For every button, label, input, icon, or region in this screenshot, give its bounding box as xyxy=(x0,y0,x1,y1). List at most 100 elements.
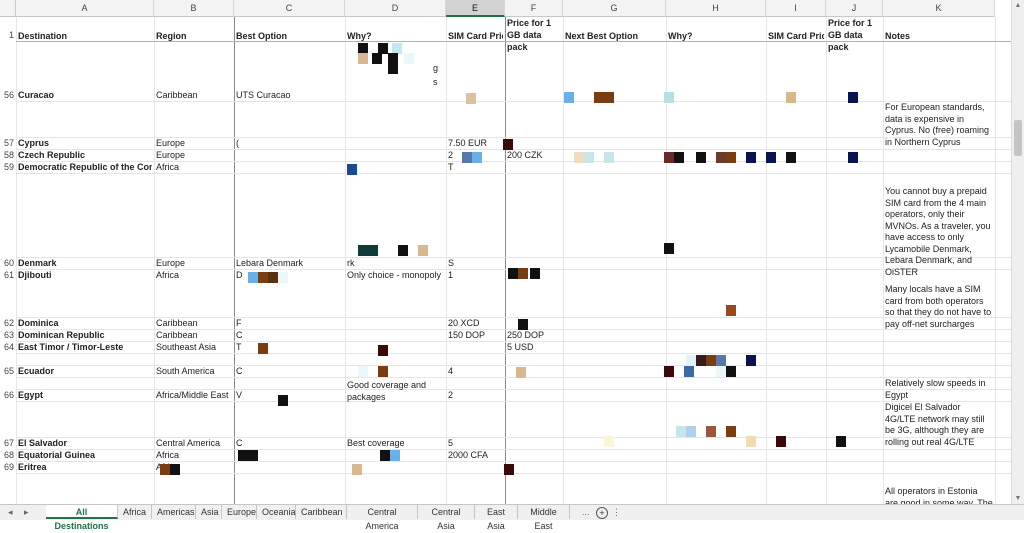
header-cell-g[interactable]: Next Best Option xyxy=(565,31,639,41)
cell-destination[interactable]: El Salvador xyxy=(18,438,68,448)
cell-best_option[interactable]: D xyxy=(236,270,243,280)
cell-region[interactable]: Africa xyxy=(156,162,180,172)
cell-region[interactable]: Central America xyxy=(156,438,221,448)
column-header-c[interactable]: C xyxy=(234,0,345,17)
cell-best_option[interactable]: ( xyxy=(236,138,239,148)
cell-price_1gb[interactable]: 5 USD xyxy=(507,342,534,352)
cell-destination[interactable]: Egypt xyxy=(18,390,44,400)
row-header-58[interactable]: 58 xyxy=(0,150,16,160)
row-header-59[interactable]: 59 xyxy=(0,162,16,172)
cell-destination[interactable]: Eritrea xyxy=(18,462,47,472)
header-cell-f[interactable]: Price for 1 GB data pack xyxy=(507,18,552,52)
column-header-e[interactable]: E xyxy=(446,0,505,17)
column-header-f[interactable]: F xyxy=(505,0,563,17)
cell-destination[interactable]: Ecuador xyxy=(18,366,55,376)
cell-destination[interactable]: Dominica xyxy=(18,318,59,328)
cell-region[interactable]: Africa/Middle East xyxy=(156,390,229,400)
cell-sim_price[interactable]: 1 xyxy=(448,270,454,280)
row-header-61[interactable]: 61 xyxy=(0,270,16,280)
row-header-64[interactable]: 64 xyxy=(0,342,16,352)
cell-sim_price[interactable]: 20 XCD xyxy=(448,318,480,328)
header-cell-h[interactable]: Why? xyxy=(668,31,693,41)
cell-notes[interactable]: Many locals have a SIM card from both op… xyxy=(885,284,992,329)
column-header-d[interactable]: D xyxy=(345,0,446,17)
row-header-60[interactable]: 60 xyxy=(0,258,16,268)
cell-sim_price[interactable]: 2000 CFA xyxy=(448,450,489,460)
row-header-57[interactable]: 57 xyxy=(0,138,16,148)
vertical-scrollbar[interactable]: ▲ ▼ xyxy=(1011,0,1024,505)
sheet-tab-east-asia[interactable]: East Asia xyxy=(475,505,518,531)
row-header-68[interactable]: 68 xyxy=(0,450,16,460)
header-cell-c[interactable]: Best Option xyxy=(236,31,287,41)
cell-destination[interactable]: Cyprus xyxy=(18,138,50,148)
cell-destination[interactable]: Dominican Republic xyxy=(18,330,105,340)
sheet-tab-middle-east[interactable]: Middle East xyxy=(518,505,570,531)
cell-sim_price[interactable]: 150 DOP xyxy=(448,330,486,340)
cell-destination[interactable]: Denmark xyxy=(18,258,57,268)
cell-region[interactable]: Europe xyxy=(156,150,186,160)
scroll-down-icon[interactable]: ▼ xyxy=(1014,495,1022,502)
header-cell-a[interactable]: Destination xyxy=(18,31,68,41)
cell-destination[interactable]: Curacao xyxy=(18,90,55,100)
cell-destination[interactable]: Czech Republic xyxy=(18,150,86,160)
cell-destination[interactable]: East Timor / Timor-Leste xyxy=(18,342,124,352)
add-sheet-icon[interactable]: + xyxy=(596,507,608,519)
row-header-69[interactable]: 69 xyxy=(0,462,16,472)
cell-best_option[interactable]: UTS Curacao xyxy=(236,90,291,100)
row-header-67[interactable]: 67 xyxy=(0,438,16,448)
sheet-tab-central-asia[interactable]: Central Asia xyxy=(418,505,475,531)
header-cell-i[interactable]: SIM Card Price xyxy=(768,31,824,41)
tab-scroll-right-icon[interactable]: ▸ xyxy=(24,507,29,517)
cell-region[interactable]: Africa xyxy=(156,450,180,460)
cell-region[interactable]: South America xyxy=(156,366,215,376)
header-cell-d[interactable]: Why? xyxy=(347,31,372,41)
row-header-56[interactable]: 56 xyxy=(0,90,16,100)
column-header-i[interactable]: I xyxy=(766,0,826,17)
scroll-up-icon[interactable]: ▲ xyxy=(1014,2,1022,9)
cell-why[interactable]: Best coverage xyxy=(347,438,405,448)
cell-sim_price[interactable]: T xyxy=(448,162,454,172)
sheet-tab-caribbean[interactable]: Caribbean xyxy=(296,505,347,519)
cell-price_1gb[interactable]: 250 DOP xyxy=(507,330,545,340)
cell-sim_price[interactable]: 5 xyxy=(448,438,454,448)
cell-destination[interactable]: Equatorial Guinea xyxy=(18,450,96,460)
cell-notes[interactable]: All operators in Estonia are good in som… xyxy=(885,486,993,505)
cell-sim_price[interactable]: 2 xyxy=(448,390,454,400)
cell-destination[interactable]: Democratic Republic of the Congo xyxy=(18,162,152,172)
column-header-g[interactable]: G xyxy=(563,0,666,17)
cell-price_1gb[interactable]: 200 CZK xyxy=(507,150,543,160)
row-header-1[interactable]: 1 xyxy=(0,30,16,40)
cell-why[interactable]: Only choice - monopoly xyxy=(347,270,442,280)
cell-sim_price[interactable]: 7.50 EUR xyxy=(448,138,488,148)
cell-sim_price[interactable]: 4 xyxy=(448,366,454,376)
cell-region[interactable]: Africa xyxy=(156,270,180,280)
header-cell-j[interactable]: Price for 1 GB data pack xyxy=(828,18,873,52)
cell-best_option[interactable]: Lebara Denmark xyxy=(236,258,304,268)
cell-sim_price[interactable]: S xyxy=(448,258,455,268)
row-header-66[interactable]: 66 xyxy=(0,390,16,400)
row-header-65[interactable]: 65 xyxy=(0,366,16,376)
cell-why[interactable]: rk xyxy=(347,258,355,268)
sheet-tab-central-america[interactable]: Central America xyxy=(347,505,418,531)
cell-why[interactable]: Good coverage and packages xyxy=(347,380,427,402)
tab-scroll-left-icon[interactable]: ◂ xyxy=(8,507,13,517)
sheet-tab-all-destinations[interactable]: All Destinations xyxy=(46,505,118,531)
cell-best_option[interactable]: C xyxy=(236,438,243,448)
cell-notes[interactable]: Relatively slow speeds in Egypt xyxy=(885,378,986,400)
cell-best_option[interactable]: C xyxy=(236,366,243,376)
column-header-h[interactable]: H xyxy=(666,0,766,17)
cell-sim_price[interactable]: 2 xyxy=(448,150,454,160)
sheet-options-icon[interactable]: ⋮ xyxy=(612,507,621,517)
cell-notes[interactable]: Digicel El Salvador 4G/LTE network may s… xyxy=(885,402,985,447)
cell-region[interactable]: Europe xyxy=(156,138,186,148)
cell-region[interactable]: Europe xyxy=(156,258,186,268)
sheet-tab-asia[interactable]: Asia xyxy=(196,505,222,519)
header-cell-e[interactable]: SIM Card Price xyxy=(448,31,503,41)
cell-best_option[interactable]: V xyxy=(236,390,243,400)
cell-region[interactable]: Caribbean xyxy=(156,330,198,340)
column-header-b[interactable]: B xyxy=(154,0,234,17)
cell-region[interactable]: Caribbean xyxy=(156,318,198,328)
more-tabs-icon[interactable]: ... xyxy=(582,507,590,517)
scrollbar-thumb[interactable] xyxy=(1014,120,1022,156)
